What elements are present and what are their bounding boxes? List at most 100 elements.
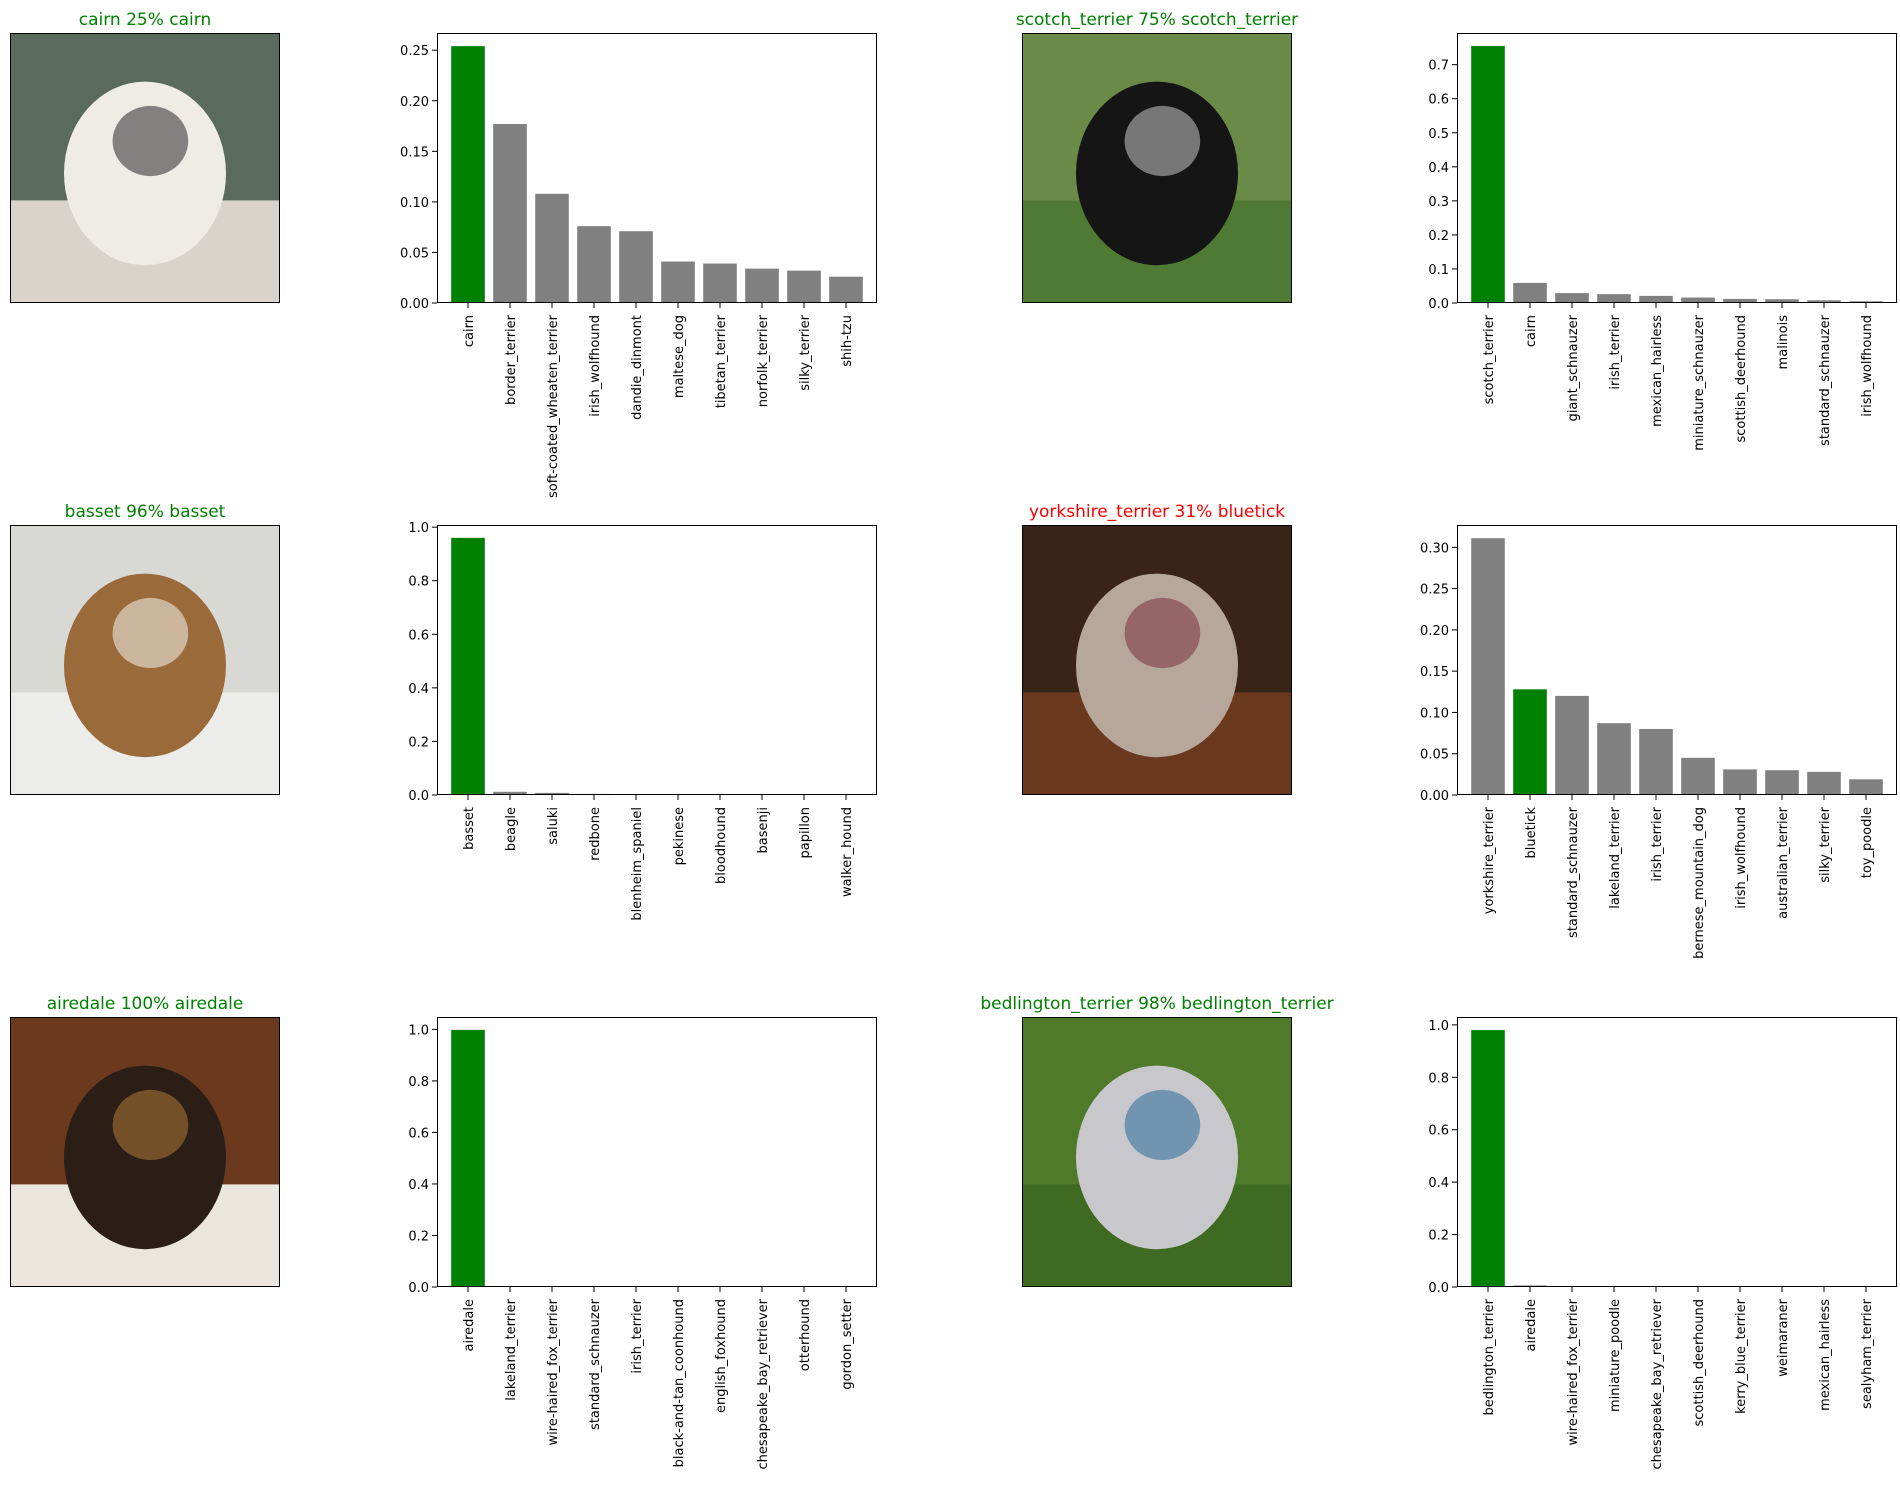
probability-bar-chart: basset beagle saluki redbone blenheim_spanie… xyxy=(408,521,877,921)
y-tick-label: 0.25 xyxy=(400,44,429,59)
x-tick-label: redbone xyxy=(588,807,603,861)
probability-bar-chart: cairn border_terrier soft-coated_wheaten_t… xyxy=(400,33,877,498)
x-tick-label: bloodhound xyxy=(714,807,729,884)
x-tick-label: pekinese xyxy=(672,807,687,865)
photo-frame xyxy=(10,1017,280,1287)
photo-frame xyxy=(1022,1017,1292,1287)
panel-5: airedale 100% airedale airedale lakeland_t… xyxy=(10,994,877,1469)
y-tick-label: 0.1 xyxy=(1428,263,1449,278)
y-tick-label: 0.8 xyxy=(408,575,429,590)
x-tick-label: blenheim_spaniel xyxy=(630,807,645,921)
x-tick-label: shih-tzu xyxy=(840,315,855,367)
photo-dog-head xyxy=(112,1089,189,1161)
x-tick-label: standard_schnauzer xyxy=(588,1298,603,1430)
y-tick-label: 0.8 xyxy=(1428,1071,1449,1086)
panel-title: airedale 100% airedale xyxy=(47,994,244,1014)
y-tick-label: 1.0 xyxy=(1428,1019,1449,1034)
x-tick-label: bedlington_terrier xyxy=(1482,1298,1497,1415)
y-tick-label: 0.7 xyxy=(1428,59,1449,74)
x-tick-label: wire-haired_fox_terrier xyxy=(546,1298,561,1445)
panel-1: cairn 25% cairn cairn border_terrier soft-c… xyxy=(10,10,877,498)
bar-cairn xyxy=(451,46,485,304)
photo-dog-head xyxy=(112,105,189,177)
bar-scottish_deerhound xyxy=(1723,298,1757,303)
x-tick-label: airedale xyxy=(462,1299,477,1351)
bar-irish_wolfhound xyxy=(1723,769,1757,795)
x-tick-label: giant_schnauzer xyxy=(1566,314,1581,421)
y-tick-label: 0.30 xyxy=(1420,541,1449,556)
x-tick-label: wire-haired_fox_terrier xyxy=(1566,1298,1581,1445)
bar-maltese_dog xyxy=(661,261,695,303)
bar-giant_schnauzer xyxy=(1555,293,1589,303)
x-tick-label: basenji xyxy=(756,807,771,853)
bar-beagle xyxy=(493,791,527,795)
panel-4: yorkshire_terrier 31% bluetick yorkshire_… xyxy=(1022,502,1897,959)
x-tick-label: walker_hound xyxy=(840,807,855,897)
bedlington-terrier-photo xyxy=(1022,1017,1292,1287)
y-tick-label: 0.2 xyxy=(1428,1229,1449,1244)
y-tick-label: 0.2 xyxy=(1428,229,1449,244)
y-tick-label: 0.6 xyxy=(1428,1124,1449,1139)
y-tick-label: 0.2 xyxy=(408,735,429,750)
x-tick-label: cairn xyxy=(1524,315,1539,347)
airedale-puppy-photo xyxy=(10,1017,280,1287)
panel-title: cairn 25% cairn xyxy=(79,10,212,30)
x-tick-label: kerry_blue_terrier xyxy=(1734,1298,1749,1413)
y-tick-label: 1.0 xyxy=(408,1023,429,1038)
x-tick-label: irish_wolfhound xyxy=(588,315,603,417)
bar-airedale xyxy=(451,1029,485,1287)
axes-frame xyxy=(1457,33,1897,303)
x-tick-label: bernese_mountain_dog xyxy=(1692,807,1707,959)
bar-malinois xyxy=(1765,299,1799,303)
bar-silky_terrier xyxy=(1807,771,1841,795)
x-tick-label: cairn xyxy=(462,315,477,347)
x-tick-label: airedale xyxy=(1524,1299,1539,1351)
axes-frame xyxy=(1457,1017,1897,1287)
y-tick-label: 0.0 xyxy=(408,789,429,804)
panel-3: basset 96% basset basset beagle saluki redbo… xyxy=(10,502,877,921)
x-tick-label: english_foxhound xyxy=(714,1299,729,1413)
bar-tibetan_terrier xyxy=(703,263,737,303)
axes-frame xyxy=(1457,525,1897,795)
bar-bluetick xyxy=(1513,689,1547,795)
x-tick-label: otterhound xyxy=(798,1299,813,1371)
x-tick-label: sealyham_terrier xyxy=(1860,1298,1875,1409)
x-tick-label: norfolk_terrier xyxy=(756,314,771,407)
y-tick-label: 0.00 xyxy=(1420,789,1449,804)
photo-dog-head xyxy=(1124,597,1201,669)
x-tick-label: scottish_deerhound xyxy=(1734,315,1749,442)
y-tick-label: 0.20 xyxy=(400,95,429,110)
x-tick-label: miniature_poodle xyxy=(1608,1299,1623,1412)
photo-frame xyxy=(10,33,280,303)
y-tick-label: 0.05 xyxy=(400,246,429,261)
x-tick-label: chesapeake_bay_retriever xyxy=(756,1298,771,1469)
bar-shih-tzu xyxy=(829,276,863,303)
basset-puppy-photo xyxy=(10,525,280,795)
x-tick-label: saluki xyxy=(546,807,561,845)
y-tick-label: 0.4 xyxy=(408,1178,429,1193)
photo-dog-head xyxy=(1124,1089,1201,1161)
y-tick-label: 0.4 xyxy=(408,682,429,697)
bar-cairn xyxy=(1513,282,1547,303)
x-tick-label: maltese_dog xyxy=(672,315,687,398)
x-tick-label: soft-coated_wheaten_terrier xyxy=(546,314,561,498)
x-tick-label: lakeland_terrier xyxy=(504,1298,519,1400)
x-tick-label: mexican_hairless xyxy=(1650,315,1665,427)
bar-dandie_dinmont xyxy=(619,231,653,303)
x-tick-label: irish_wolfhound xyxy=(1860,315,1875,417)
bar-soft-coated_wheaten_terrier xyxy=(535,193,569,303)
axes-frame xyxy=(437,1017,877,1287)
photo-dog-head xyxy=(112,597,189,669)
bar-irish_terrier xyxy=(1639,728,1673,795)
y-tick-label: 0.6 xyxy=(1428,93,1449,108)
photo-frame xyxy=(1022,33,1292,303)
bar-standard_schnauzer xyxy=(1807,300,1841,303)
photo-dog-head xyxy=(1124,105,1201,177)
bar-toy_poodle xyxy=(1849,779,1883,795)
x-tick-label: scottish_deerhound xyxy=(1692,1299,1707,1426)
y-tick-label: 0.15 xyxy=(400,145,429,160)
bar-norfolk_terrier xyxy=(745,268,779,303)
bar-scotch_terrier xyxy=(1471,45,1505,304)
x-tick-label: australian_terrier xyxy=(1776,806,1791,918)
